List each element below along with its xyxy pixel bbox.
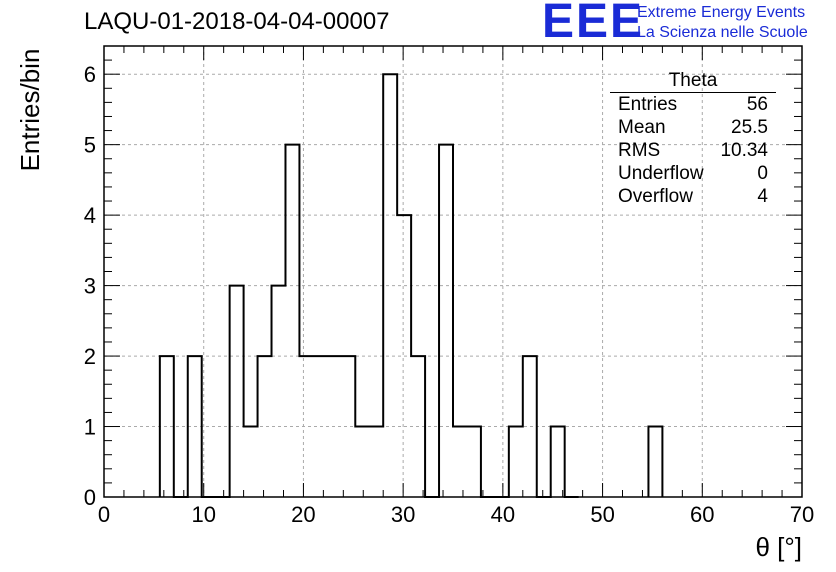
histogram-bin xyxy=(244,427,258,497)
histogram-bin xyxy=(551,427,565,497)
x-tick-label: 10 xyxy=(191,502,215,527)
histogram-bin xyxy=(355,427,369,497)
histogram-bin xyxy=(230,286,244,497)
eee-logo: EEE xyxy=(542,0,645,48)
stats-row-underflow: Underflow 0 xyxy=(610,162,776,185)
histogram-bin xyxy=(383,74,397,497)
stats-value: 10.34 xyxy=(720,140,768,161)
stats-label: Mean xyxy=(618,117,666,138)
histogram-bin xyxy=(509,427,523,497)
stats-label: Overflow xyxy=(618,186,693,207)
y-tick-label: 3 xyxy=(84,274,96,299)
stats-row-rms: RMS 10.34 xyxy=(610,139,776,162)
histogram-bin xyxy=(341,356,355,497)
x-tick-label: 20 xyxy=(291,502,315,527)
histogram-bin xyxy=(439,145,453,497)
x-tick-label: 60 xyxy=(690,502,714,527)
histogram-bin xyxy=(272,286,286,497)
stats-label: Underflow xyxy=(618,163,704,184)
histogram-bin xyxy=(299,356,313,497)
y-tick-label: 6 xyxy=(84,62,96,87)
stats-title: Theta xyxy=(610,70,776,93)
histogram-bin xyxy=(453,427,467,497)
x-axis-label: θ [°] xyxy=(755,532,802,562)
eee-brand: EEE Extreme Energy Events La Scienza nel… xyxy=(542,0,832,48)
histogram-outline xyxy=(158,73,664,498)
x-tick-label: 70 xyxy=(790,502,814,527)
histogram-title: LAQU-01-2018-04-04-00007 xyxy=(84,8,390,35)
stats-label: RMS xyxy=(618,140,661,161)
brand-line-1: Extreme Energy Events xyxy=(637,4,806,21)
stats-value: 25.5 xyxy=(731,117,768,138)
stats-row-overflow: Overflow 4 xyxy=(610,185,776,208)
x-tick-label: 0 xyxy=(98,502,110,527)
histogram-bin xyxy=(258,356,272,497)
histogram-bin xyxy=(369,427,383,497)
stats-box: Theta Entries 56 Mean 25.5 RMS 10.34 Und… xyxy=(610,70,776,208)
y-tick-label: 5 xyxy=(84,133,96,158)
histogram-bin xyxy=(285,145,299,497)
stats-value: 0 xyxy=(757,163,768,184)
stats-row-mean: Mean 25.5 xyxy=(610,116,776,139)
y-tick-label: 1 xyxy=(84,415,96,440)
y-tick-label: 2 xyxy=(84,344,96,369)
stats-label: Entries xyxy=(618,94,678,115)
y-tick-label: 0 xyxy=(84,485,96,510)
stats-value: 56 xyxy=(746,94,768,115)
x-tick-label: 50 xyxy=(590,502,614,527)
stats-row-entries: Entries 56 xyxy=(610,93,776,116)
x-tick-label: 40 xyxy=(491,502,515,527)
y-tick-label: 4 xyxy=(84,203,96,228)
histogram-bin xyxy=(648,427,662,497)
histogram-bin xyxy=(467,427,481,497)
brand-line-2: La Scienza nelle Scuole xyxy=(637,24,808,41)
x-tick-label: 30 xyxy=(391,502,415,527)
stats-value: 4 xyxy=(757,186,768,207)
